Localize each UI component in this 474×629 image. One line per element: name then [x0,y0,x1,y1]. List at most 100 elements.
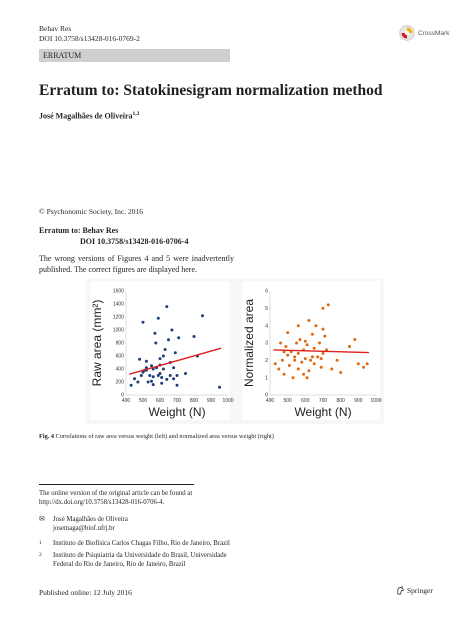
x-tick-label-raw: 600 [156,398,165,404]
data-point-norm [330,367,334,371]
data-point-raw [150,379,153,383]
x-tick-label-norm: 700 [319,398,328,404]
data-point-raw [168,374,172,377]
affiliation-1-text: Instituto de Biofísica Carlos Chagas Fil… [53,540,230,547]
y-tick-label-raw: 1000 [113,328,124,334]
data-point-raw [151,375,155,379]
data-point-raw [158,372,162,375]
data-point-norm [312,362,316,366]
data-point-norm [356,362,360,366]
x-axis-title-norm: Weight (N) [294,405,351,419]
y-axis-title-raw: Raw area (mm²) [90,300,104,387]
online-version-note: The online version of the original artic… [39,490,193,506]
data-point-norm [303,357,307,361]
data-point-raw [167,338,170,342]
affiliation-2-number: 2 [39,552,42,558]
data-point-raw [165,377,169,381]
data-point-norm [296,351,300,355]
affiliation-1-number: 1 [39,540,42,546]
data-point-norm [305,376,309,380]
data-point-norm [307,319,311,322]
erratum-ref-line2: DOI 10.3758/s13428-016-0706-4 [80,237,189,246]
data-point-raw [201,314,204,318]
y-tick-label-norm: 2 [265,358,268,364]
data-point-norm [325,348,328,352]
data-point-norm [321,306,325,310]
x-tick-label-raw: 500 [139,398,148,404]
data-point-raw [172,377,176,381]
x-tick-label-norm: 900 [354,398,363,404]
data-point-norm [318,341,321,345]
data-point-raw [133,377,136,381]
data-point-raw [158,357,162,361]
data-point-raw [160,381,164,385]
x-tick-label-raw: 700 [173,398,182,404]
data-point-raw [175,374,179,377]
data-point-raw [138,357,142,361]
data-point-norm [365,362,369,366]
data-point-norm [303,339,307,343]
data-point-raw [156,316,160,320]
chart-normalized-area: 0 1 2 3 4 5 6 400 500 600 700 800 900 1000 Weight (N) N… [242,281,382,420]
data-point-norm [300,360,304,364]
data-point-norm [321,351,325,355]
journal-name: Behav Res [39,24,72,33]
data-point-raw [136,380,140,384]
section-label: ERRATUM [39,49,230,62]
x-axis-title-raw: Weight (N) [148,405,205,419]
data-point-norm [312,346,316,350]
x-tick-label-norm: 400 [266,398,275,404]
publisher-name: Springer [407,586,433,595]
data-point-norm [273,362,277,366]
data-point-norm [314,324,318,328]
plot-area-raw [90,281,230,420]
data-point-raw [192,335,196,338]
data-point-norm [310,355,314,359]
x-tick-label-norm: 500 [283,398,292,404]
data-point-norm [353,338,357,341]
author-name: José Magalhães de Oliveira [39,111,133,121]
y-tick-label-raw: 1600 [113,289,124,295]
data-point-raw [218,385,221,389]
x-tick-label-raw: 400 [122,398,131,404]
affiliation-2-text-line2: Federal do Rio de Janeiro, Rio de Janeir… [53,561,186,568]
data-point-norm [286,331,290,335]
envelope-icon: ✉ [39,516,45,523]
publisher-logo: Springer [396,586,433,595]
crossmark-badge[interactable]: CrossMark [399,25,449,41]
body-text: The wrong versions of Figures 4 and 5 we… [39,254,234,274]
x-tick-label-norm: 1000 [370,398,381,404]
affiliation-1: 1 Instituto de Biofísica Carlos Chagas Fi… [39,539,230,548]
y-tick-label-norm: 3 [265,341,268,347]
data-point-norm [316,355,320,359]
data-point-raw [141,370,145,374]
data-point-raw [172,366,176,370]
figure-caption: Fig. 4 Correlations of raw area versus w… [39,433,274,440]
data-point-norm [286,353,290,357]
y-tick-label-norm: 1 [265,375,268,381]
y-axis-title-norm: Normalized area [242,299,256,387]
data-point-norm [348,345,351,348]
data-point-norm [339,371,343,374]
correspondence-email[interactable]: josemaga@biof.ufrj.br [53,525,115,532]
data-point-norm [287,364,291,367]
y-tick-label-raw: 400 [116,367,125,373]
data-point-norm [362,365,366,369]
y-tick-label-norm: 4 [265,323,268,329]
data-point-norm [295,341,298,345]
data-point-norm [321,327,325,331]
data-point-raw [175,383,179,387]
footnote-rule [39,484,194,485]
y-tick-label-raw: 600 [116,354,125,360]
data-point-norm [305,343,309,347]
data-point-norm [291,376,295,380]
data-point-norm [282,372,286,376]
data-point-norm [309,358,313,362]
erratum-ref-line1: Erratum to: Behav Res [39,226,119,235]
x-tick-label-norm: 600 [301,398,310,404]
data-point-norm [279,341,283,345]
data-point-norm [319,365,323,369]
springer-horse-icon [397,586,404,595]
trendline-raw [129,347,222,375]
chart-raw-area: 0 200 400 600 800 1000 1200 1400 1600 400 500 600 70… [90,281,234,420]
